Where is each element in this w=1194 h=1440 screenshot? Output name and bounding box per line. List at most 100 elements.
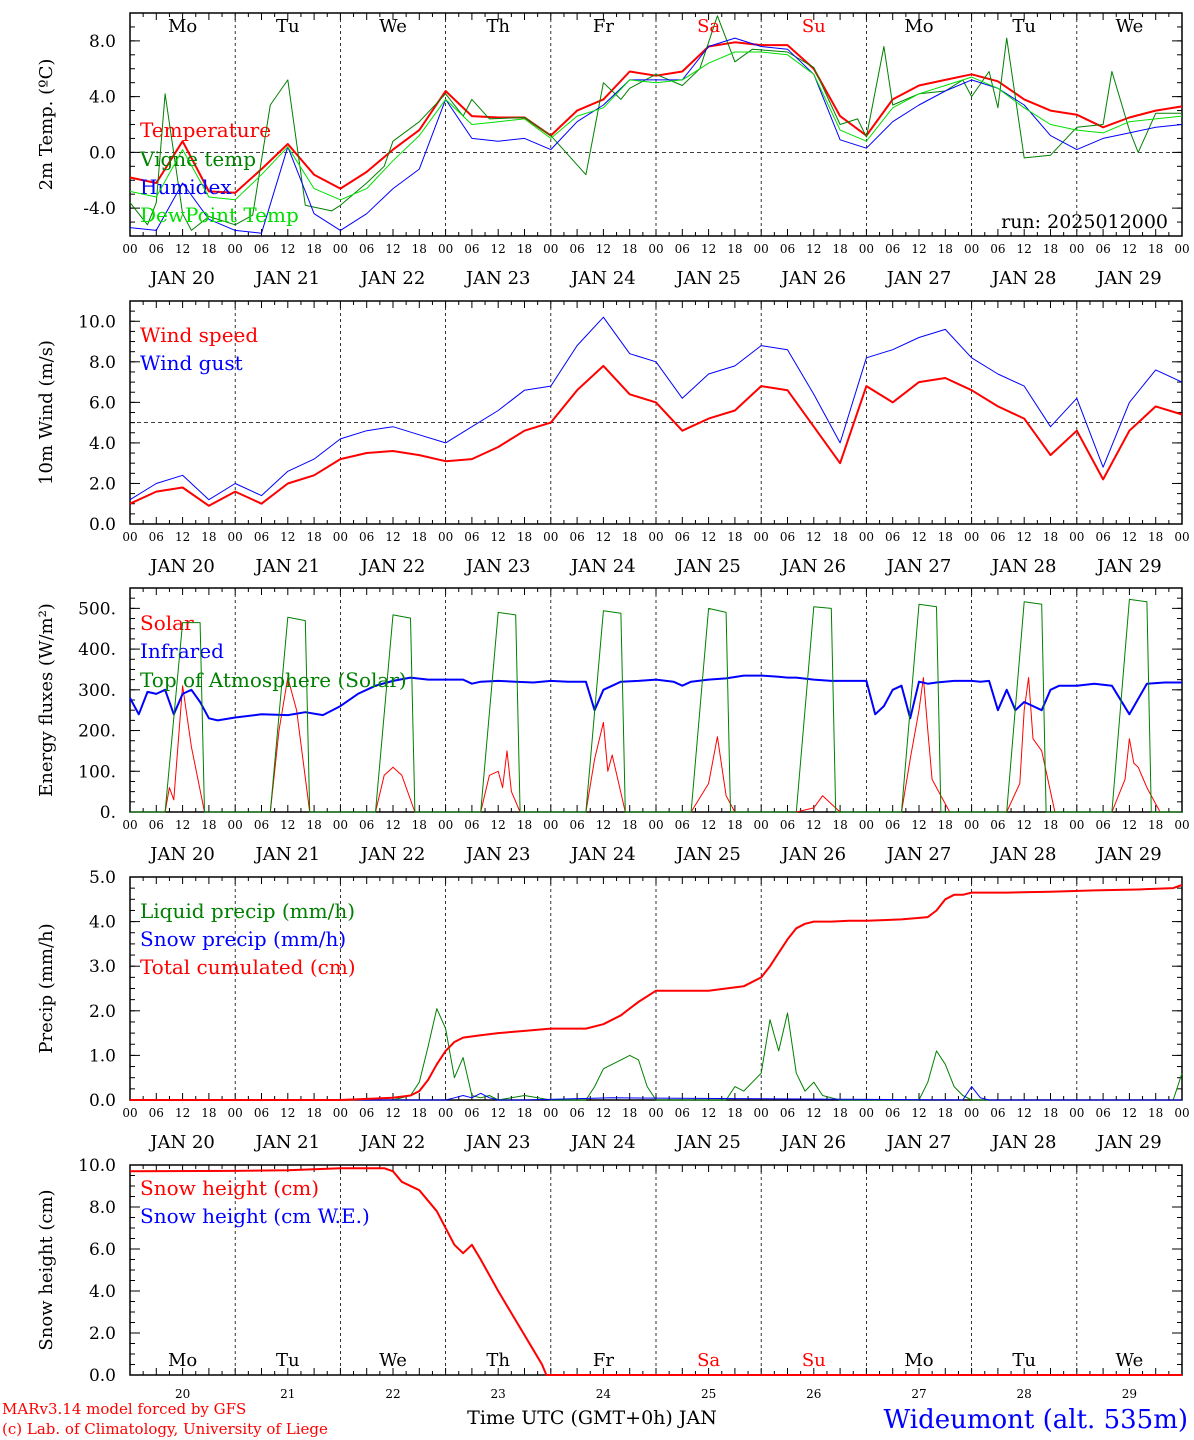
y-tick-label: 0.0: [89, 515, 116, 535]
x-hour-tick-label: 00: [964, 242, 979, 256]
x-hour-tick-label: 12: [385, 242, 400, 256]
x-hour-tick-label: 12: [806, 1106, 821, 1120]
weekday-label: Mo: [168, 16, 197, 37]
x-day-number: 22: [385, 1387, 400, 1401]
x-hour-tick-label: 18: [306, 1106, 321, 1120]
x-hour-tick-label: 06: [149, 1106, 164, 1120]
x-hour-tick-label: 18: [1148, 530, 1163, 544]
series-line-temp-2: [129, 37, 1183, 234]
legend-entry: Top of Atmosphere (Solar): [140, 668, 407, 692]
x-date-label: JAN 27: [885, 1132, 952, 1153]
x-hour-tick-label: 06: [780, 1106, 795, 1120]
x-hour-tick-label: 06: [885, 242, 900, 256]
x-hour-tick-label: 00: [333, 242, 348, 256]
y-tick-label: 8.0: [89, 353, 116, 373]
x-day-number: 23: [491, 1387, 506, 1401]
y-tick-label: 2.0: [89, 474, 116, 494]
x-hour-tick-label: 06: [359, 818, 374, 832]
weekday-label: We: [379, 16, 407, 37]
x-hour-tick-label: 18: [938, 1106, 953, 1120]
x-hour-tick-label: 00: [1174, 530, 1189, 544]
legend-entry: Infrared: [140, 639, 224, 663]
x-hour-tick-label: 12: [280, 530, 295, 544]
x-date-label: JAN 21: [254, 1132, 321, 1153]
weekday-label: Su: [802, 1350, 826, 1371]
y-tick-label: 10.0: [78, 312, 116, 332]
x-hour-tick-label: 00: [228, 1106, 243, 1120]
x-hour-tick-label: 12: [1017, 242, 1032, 256]
y-tick-label: 0.0: [89, 143, 116, 163]
x-date-label: JAN 23: [464, 844, 531, 865]
x-hour-tick-label: 12: [596, 530, 611, 544]
x-date-label: JAN 25: [674, 1132, 741, 1153]
x-hour-tick-label: 00: [1069, 1106, 1084, 1120]
y-tick-label: 1.0: [89, 1046, 116, 1066]
x-hour-tick-label: 12: [280, 818, 295, 832]
weekday-label: Sa: [697, 16, 720, 37]
panel-snow: 0.0 2.0 4.0 6.0 8.0 10.0 Snow height (cm) Snow …: [36, 1156, 1183, 1386]
x-date-label: JAN 27: [885, 556, 952, 577]
weekday-label: Mo: [168, 1350, 197, 1371]
x-hour-tick-label: 12: [1017, 818, 1032, 832]
x-hour-tick-label: 12: [911, 242, 926, 256]
y-axis-label: Precip (mm/h): [36, 923, 57, 1053]
x-date-label: JAN 21: [254, 556, 321, 577]
x-hour-tick-label: 06: [1095, 242, 1110, 256]
x-hour-tick-label: 12: [491, 242, 506, 256]
x-date-label: JAN 20: [148, 268, 215, 289]
x-hour-tick-label: 18: [727, 242, 742, 256]
x-hour-tick-label: 18: [1043, 530, 1058, 544]
x-hour-tick-label: 00: [333, 818, 348, 832]
series-line-temp-1: [129, 15, 1182, 231]
x-date-label: JAN 28: [990, 556, 1057, 577]
x-date-label: JAN 25: [674, 268, 741, 289]
series-line-precip-0: [130, 1008, 1183, 1101]
x-hour-tick-label: 00: [859, 242, 874, 256]
weekday-label: Fr: [593, 16, 614, 37]
x-hour-tick-label: 06: [464, 818, 479, 832]
x-hour-tick-label: 18: [622, 530, 637, 544]
x-date-label: JAN 23: [464, 268, 531, 289]
x-hour-tick-label: 00: [543, 1106, 558, 1120]
legend-entry: Humidex: [140, 175, 232, 199]
x-hour-tick-label: 06: [885, 1106, 900, 1120]
x-hour-tick-label: 06: [359, 1106, 374, 1120]
x-date-label: JAN 29: [1095, 844, 1162, 865]
x-hour-tick-label: 18: [412, 818, 427, 832]
weekday-label: Mo: [904, 1350, 933, 1371]
x-hour-tick-label: 12: [280, 1106, 295, 1120]
weekday-label: Sa: [697, 1350, 720, 1371]
x-hour-tick-label: 06: [569, 242, 584, 256]
series-line-precip-1: [130, 1086, 1182, 1101]
x-hour-tick-label: 00: [122, 530, 137, 544]
x-date-label: JAN 25: [674, 556, 741, 577]
x-hour-tick-label: 12: [1017, 1106, 1032, 1120]
x-date-label: JAN 29: [1095, 1132, 1162, 1153]
x-hour-tick-label: 06: [149, 242, 164, 256]
x-hour-tick-label: 18: [1148, 1106, 1163, 1120]
x-hour-tick-label: 12: [911, 818, 926, 832]
y-tick-label: 8.0: [89, 1198, 116, 1218]
x-hour-tick-label: 06: [990, 818, 1005, 832]
credit-line-2: (c) Lab. of Climatology, University of L…: [2, 1420, 328, 1438]
x-hour-tick-label: 00: [333, 1106, 348, 1120]
x-hour-tick-label: 18: [622, 242, 637, 256]
x-hour-tick-label: 06: [149, 530, 164, 544]
x-hour-tick-label: 12: [596, 818, 611, 832]
x-hour-tick-label: 12: [491, 530, 506, 544]
x-hour-tick-label: 18: [201, 530, 216, 544]
x-hour-tick-label: 06: [1095, 1106, 1110, 1120]
series-line-wind-0: [129, 364, 1183, 507]
panel-temp: -4.0 0.0 4.0 8.0 2m Temp. (ºC) Temperature Vig…: [36, 12, 1190, 289]
x-hour-tick-label: 06: [464, 530, 479, 544]
x-hour-tick-label: 12: [385, 530, 400, 544]
x-hour-tick-label: 12: [175, 1106, 190, 1120]
x-hour-tick-label: 06: [675, 530, 690, 544]
time-axis-label: Time UTC (GMT+0h) JAN: [467, 1407, 717, 1429]
x-day-number: 20: [175, 1387, 190, 1401]
x-hour-tick-label: 00: [754, 530, 769, 544]
x-hour-tick-label: 12: [911, 530, 926, 544]
x-date-label: JAN 23: [464, 1132, 531, 1153]
x-hour-tick-label: 18: [1043, 242, 1058, 256]
